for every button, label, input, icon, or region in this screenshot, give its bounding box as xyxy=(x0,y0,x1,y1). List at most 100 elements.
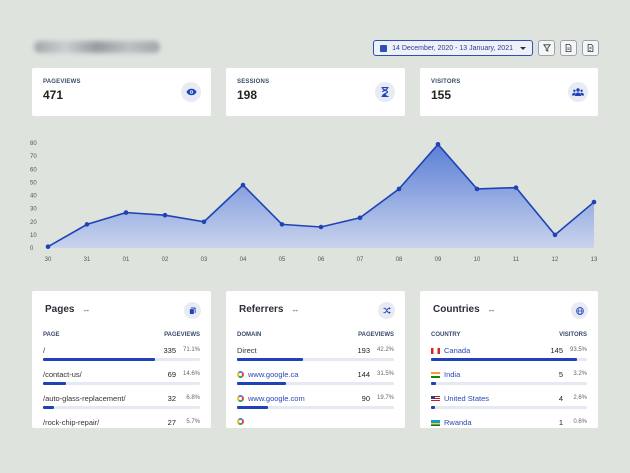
google-icon xyxy=(237,418,244,425)
x-tick-label: 06 xyxy=(318,257,325,263)
row-name-text: / xyxy=(43,346,46,355)
list-item[interactable]: Direct 193 42.2% xyxy=(237,344,394,368)
share-bar-fill xyxy=(43,406,54,409)
row-name-text: Rwanda xyxy=(444,418,472,427)
card-title: Referrers ↔ xyxy=(239,304,299,315)
list-item[interactable]: / 335 71.1% xyxy=(43,344,200,368)
stat-value: 198 xyxy=(237,88,258,102)
data-point[interactable] xyxy=(45,244,51,249)
google-icon xyxy=(237,371,244,378)
data-point[interactable] xyxy=(123,210,129,215)
list-item[interactable]: www.google.ca 144 31.5% xyxy=(237,368,394,392)
row-percent: 5.7% xyxy=(186,419,200,425)
y-tick-label: 40 xyxy=(30,194,37,200)
share-bar-fill xyxy=(237,406,268,409)
col-page: PAGE xyxy=(43,332,60,338)
list-item[interactable]: India 5 3.2% xyxy=(431,368,587,392)
data-point[interactable] xyxy=(201,219,207,225)
date-range-picker[interactable]: 14 December, 2020 - 13 January, 2021 xyxy=(373,40,533,56)
report-button[interactable] xyxy=(582,40,599,56)
row-name-text: /rock-chip-repair/ xyxy=(43,418,100,427)
x-tick-label: 04 xyxy=(240,257,247,263)
row-name-text: www.google.com xyxy=(248,394,305,403)
copy-icon[interactable] xyxy=(184,302,201,319)
list-item[interactable]: /auto-glass-replacement/32 6.8% xyxy=(43,392,200,416)
row-count: 27 xyxy=(167,418,176,427)
row-count: 90 xyxy=(361,394,370,403)
row-name[interactable] xyxy=(237,418,248,425)
list-item[interactable]: Canada 145 93.5% xyxy=(431,344,587,368)
users-icon xyxy=(568,82,588,102)
row-percent: 19.7% xyxy=(376,395,394,401)
expand-arrows-icon[interactable]: ↔ xyxy=(291,305,300,314)
data-point[interactable] xyxy=(318,224,324,230)
list-item[interactable]: United States 4 2.6% xyxy=(431,392,587,416)
row-name[interactable]: Rwanda xyxy=(431,418,472,427)
document-icon xyxy=(565,44,572,52)
row-name-text: www.google.ca xyxy=(248,370,299,379)
stat-pageviews: PAGEVIEWS 471 xyxy=(32,68,211,116)
row-name: /auto-glass-replacement/ xyxy=(43,394,126,403)
row-name[interactable]: United States xyxy=(431,394,489,403)
list-item[interactable] xyxy=(237,416,394,428)
eye-icon xyxy=(181,82,201,102)
row-name[interactable]: www.google.com xyxy=(237,394,305,403)
data-point[interactable] xyxy=(591,199,597,205)
y-tick-label: 10 xyxy=(30,233,37,239)
filter-button[interactable] xyxy=(538,40,555,56)
row-percent: 42.2% xyxy=(376,347,394,353)
pages-card: Pages ↔ PAGE PAGEVIEWS / 335 71.1% /contact… xyxy=(32,291,211,428)
row-name[interactable]: Canada xyxy=(431,346,470,355)
data-point[interactable] xyxy=(552,232,558,238)
globe-icon[interactable] xyxy=(571,302,588,319)
x-tick-label: 09 xyxy=(435,257,442,263)
row-percent: 14.6% xyxy=(182,371,200,377)
x-tick-label: 11 xyxy=(513,257,520,263)
referrers-card: Referrers ↔ DOMAIN PAGEVIEWS Direct 193 42… xyxy=(226,291,405,428)
row-name-text: Direct xyxy=(237,346,257,355)
y-tick-label: 70 xyxy=(30,154,37,160)
row-percent: 3.2% xyxy=(573,371,587,377)
data-point[interactable] xyxy=(474,186,480,192)
share-bar-track xyxy=(237,406,394,409)
row-name[interactable]: www.google.ca xyxy=(237,370,298,379)
list-item[interactable]: /rock-chip-repair/27 5.7% xyxy=(43,416,200,428)
table-header: COUNTRY VISITORS xyxy=(431,332,587,338)
share-bar-track xyxy=(431,382,587,385)
share-bar-fill xyxy=(431,382,436,385)
data-point[interactable] xyxy=(513,185,519,190)
x-tick-label: 07 xyxy=(357,257,364,263)
list-item[interactable]: www.google.com 90 19.7% xyxy=(237,392,394,416)
row-count: 32 xyxy=(167,394,176,403)
data-point[interactable] xyxy=(84,222,90,227)
share-bar-fill xyxy=(431,358,577,361)
countries-card: Countries ↔ COUNTRY VISITORS Canada 145 93… xyxy=(420,291,598,428)
y-tick-label: 20 xyxy=(30,220,37,226)
data-point[interactable] xyxy=(396,186,402,192)
expand-arrows-icon[interactable]: ↔ xyxy=(82,305,91,314)
row-name[interactable]: India xyxy=(431,370,460,379)
data-point[interactable] xyxy=(162,212,168,218)
stat-sessions: SESSIONS 198 xyxy=(226,68,405,116)
col-domain: DOMAIN xyxy=(237,332,262,338)
row-name: / xyxy=(43,346,45,355)
list-item[interactable]: Rwanda 1 0.6% xyxy=(431,416,587,428)
data-point[interactable] xyxy=(279,222,285,227)
row-count: 335 xyxy=(163,346,176,355)
data-point[interactable] xyxy=(357,215,363,221)
data-point[interactable] xyxy=(435,142,441,147)
share-bar-fill xyxy=(43,382,66,385)
export-button[interactable] xyxy=(560,40,577,56)
site-name-blurred xyxy=(34,41,160,53)
list-item[interactable]: /contact-us/69 14.6% xyxy=(43,368,200,392)
col-country: COUNTRY xyxy=(431,332,461,338)
data-point[interactable] xyxy=(240,182,246,188)
google-icon xyxy=(237,395,244,402)
card-title: Countries ↔ xyxy=(433,304,496,315)
pageviews-chart: 0 10 20 30 40 50 60 70 80 30 31 01 02 03 04 05 06 07 08 09… xyxy=(30,141,598,263)
share-bar-track xyxy=(237,358,394,361)
chevron-down-icon xyxy=(520,46,526,50)
y-tick-label: 0 xyxy=(30,246,34,252)
shuffle-icon[interactable] xyxy=(378,302,395,319)
expand-arrows-icon[interactable]: ↔ xyxy=(487,305,496,314)
